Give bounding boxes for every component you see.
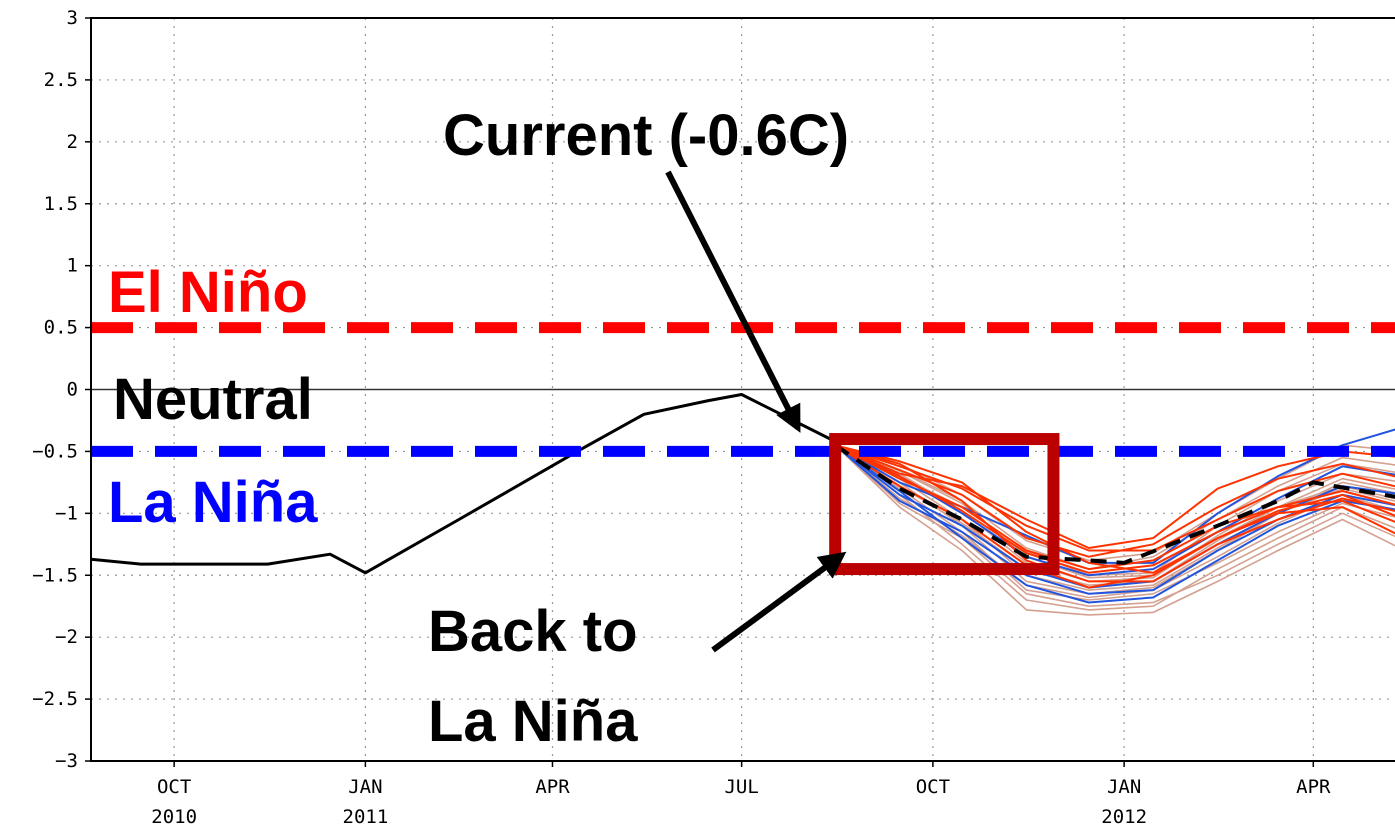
x-tick-year: 2010 (151, 806, 197, 828)
y-tick-label: 0 (67, 379, 78, 401)
x-axis-ticks: OCT 2010 JAN 2011 APR JUL OCT JAN 2012 APR (151, 761, 1331, 828)
observed-line (90, 393, 836, 575)
ensemble-line (834, 444, 1395, 549)
x-tick-month: JAN (348, 776, 382, 798)
x-tick-month: OCT (916, 776, 950, 798)
back-to-annotation-line1: Back to (428, 599, 638, 664)
back-to-annotation-line2: La Niña (428, 689, 638, 754)
x-tick-month: APR (1296, 776, 1331, 798)
x-tick-month: APR (535, 776, 570, 798)
current-arrow (665, 170, 801, 433)
ensemble-line (834, 444, 1395, 616)
x-tick-year: 2012 (1101, 806, 1147, 828)
observed-series (90, 393, 836, 575)
forecast-mean-line (834, 443, 1395, 565)
ensemble-line (834, 444, 1395, 611)
ensemble-line (834, 444, 1395, 574)
y-tick-label: −1 (55, 502, 78, 524)
el-nino-label: El Niño (108, 260, 308, 325)
y-axis-ticks: 3 2.5 2 1.5 1 0.5 0 −0.5 −1 −1.5 −2 −2.5 −3 (32, 7, 91, 772)
y-tick-label: 1.5 (44, 193, 78, 215)
highlight-box (829, 433, 1060, 576)
y-tick-label: 2.5 (44, 69, 78, 91)
neutral-label: Neutral (113, 367, 313, 432)
forecast-mean-series (834, 443, 1395, 565)
ensemble-line (834, 444, 1395, 577)
x-tick-month: JAN (1107, 776, 1141, 798)
highlight-box-rect (829, 433, 1060, 576)
back-to-arrow (711, 551, 847, 653)
y-tick-label: −0.5 (32, 440, 78, 462)
x-tick-month: JUL (724, 776, 758, 798)
x-tick-month: OCT (157, 776, 191, 798)
y-tick-label: 0.5 (44, 317, 78, 339)
ensemble-line (834, 444, 1395, 591)
plot-frame (90, 17, 1395, 762)
current-annotation: Current (-0.6C) (443, 103, 849, 168)
ensemble-line (834, 444, 1395, 579)
y-tick-label: −2.5 (32, 688, 78, 710)
y-tick-label: 3 (67, 7, 78, 29)
y-tick-label: −1.5 (32, 564, 78, 586)
ensemble-line (834, 444, 1395, 608)
la-nina-label: La Niña (108, 470, 318, 535)
ensemble-line (834, 444, 1395, 595)
y-tick-label: −2 (55, 626, 78, 648)
threshold-lines (91, 322, 1395, 457)
y-tick-label: 1 (67, 255, 78, 277)
y-tick-label: 2 (67, 131, 78, 153)
ensemble-line (834, 444, 1395, 604)
y-tick-label: −3 (55, 750, 78, 772)
ensemble-line (834, 444, 1395, 574)
x-tick-year: 2011 (343, 806, 389, 828)
